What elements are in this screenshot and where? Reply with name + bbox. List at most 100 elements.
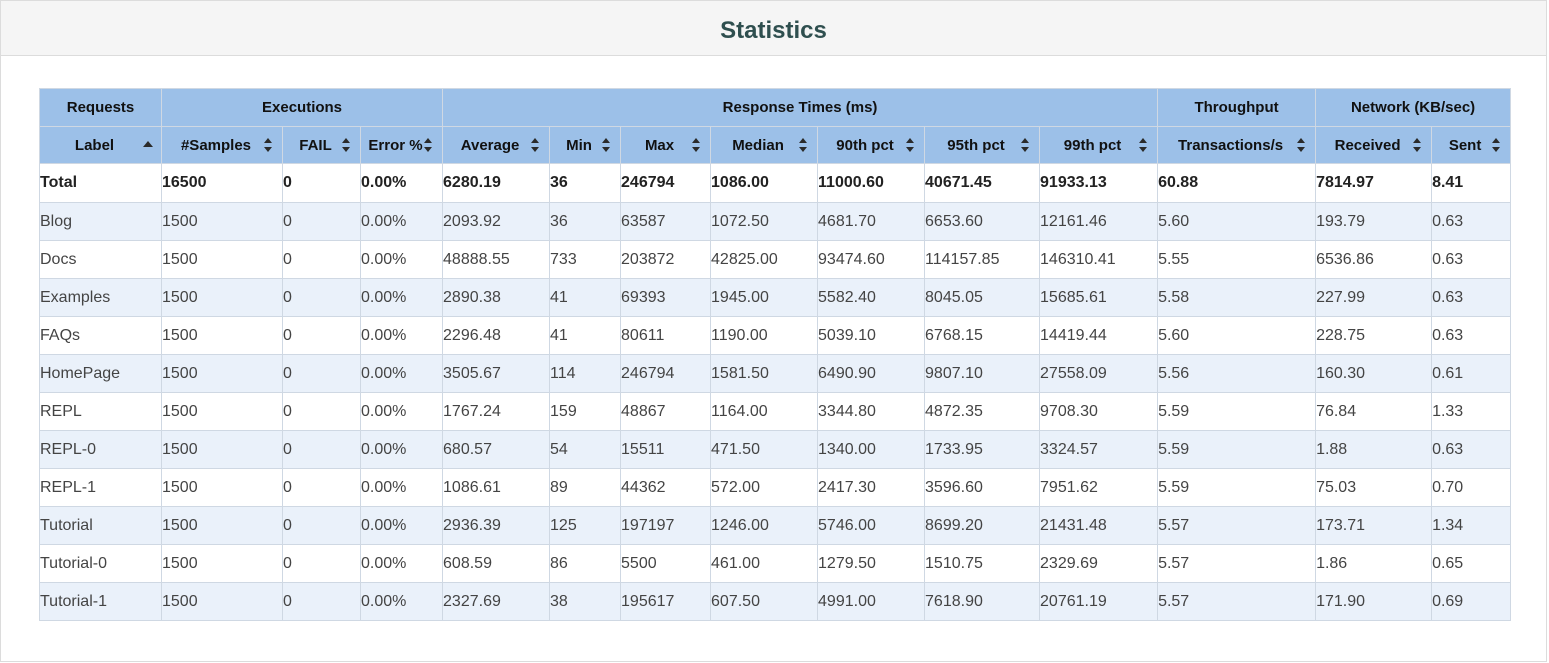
cell-received: 193.79	[1315, 202, 1433, 241]
column-header-transactions-s[interactable]: Transactions/s	[1157, 126, 1317, 164]
cell-max: 197197	[620, 506, 712, 545]
cell-label: REPL-0	[39, 430, 162, 469]
sort-both-icon[interactable]	[799, 138, 808, 152]
cell-median: 1945.00	[710, 278, 819, 317]
cell-transactions-s: 5.57	[1157, 544, 1317, 583]
cell-samples: 1500	[161, 544, 283, 583]
sort-both-icon[interactable]	[906, 138, 915, 152]
cell-sent: 0.69	[1431, 582, 1512, 621]
cell-label: REPL-1	[39, 468, 162, 507]
cell-samples: 1500	[161, 582, 283, 621]
cell-median: 1581.50	[710, 354, 819, 393]
cell-transactions-s: 60.88	[1157, 163, 1317, 203]
table-row: HomePage 1500 0 0.00% 3505.67 114 246794 1581.5…	[39, 354, 1512, 393]
cell-average: 2890.38	[442, 278, 551, 317]
cell-median: 1246.00	[710, 506, 819, 545]
cell-90th-pct: 1279.50	[817, 544, 926, 583]
cell-fail: 0	[282, 392, 361, 431]
cell-average: 608.59	[442, 544, 551, 583]
cell-max: 203872	[620, 240, 712, 279]
column-header-average[interactable]: Average	[442, 126, 551, 164]
cell-label: REPL	[39, 392, 162, 431]
cell-samples: 1500	[161, 506, 283, 545]
column-header-99th-pct[interactable]: 99th pct	[1039, 126, 1159, 164]
sort-both-icon[interactable]	[1413, 138, 1422, 152]
column-header-label: Label	[74, 136, 115, 154]
cell-90th-pct: 93474.60	[817, 240, 926, 279]
column-header-fail[interactable]: FAIL	[282, 126, 361, 164]
column-header-95th-pct[interactable]: 95th pct	[924, 126, 1041, 164]
cell-median: 1190.00	[710, 316, 819, 355]
cell-sent: 8.41	[1431, 163, 1512, 203]
column-header-label[interactable]: Label	[39, 126, 162, 164]
total-row: Total 16500 0 0.00% 6280.19 36 246794 1086.00 11…	[39, 163, 1512, 203]
cell-sent: 0.61	[1431, 354, 1512, 393]
cell-95th-pct: 8699.20	[924, 506, 1041, 545]
sort-both-icon[interactable]	[342, 138, 350, 152]
sort-both-icon[interactable]	[424, 138, 433, 152]
column-header-label: 95th pct	[947, 136, 1005, 154]
group-header-response-times-ms: Response Times (ms)	[442, 88, 1159, 127]
cell-median: 461.00	[710, 544, 819, 583]
sort-both-icon[interactable]	[1139, 138, 1148, 152]
sort-both-icon[interactable]	[531, 138, 540, 152]
cell-fail: 0	[282, 354, 361, 393]
sort-ascending-icon[interactable]	[143, 141, 153, 147]
cell-transactions-s: 5.55	[1157, 240, 1317, 279]
column-header-error[interactable]: Error %	[359, 126, 444, 164]
cell-90th-pct: 5039.10	[817, 316, 926, 355]
sort-both-icon[interactable]	[692, 138, 701, 152]
sort-both-icon[interactable]	[1021, 138, 1030, 152]
column-header-max[interactable]: Max	[620, 126, 712, 164]
cell-samples: 1500	[161, 240, 283, 279]
cell-95th-pct: 7618.90	[924, 582, 1041, 621]
cell-99th-pct: 3324.57	[1039, 430, 1159, 469]
column-header-samples[interactable]: #Samples	[161, 126, 283, 164]
cell-error: 0.00%	[359, 240, 444, 279]
cell-fail: 0	[282, 430, 361, 469]
cell-received: 1.86	[1315, 544, 1433, 583]
statistics-table: Requests Executions Response Times (ms) Thr…	[39, 88, 1512, 621]
cell-min: 38	[549, 582, 622, 621]
cell-received: 76.84	[1315, 392, 1433, 431]
cell-95th-pct: 6768.15	[924, 316, 1041, 355]
sort-both-icon[interactable]	[1492, 138, 1501, 152]
sort-both-icon[interactable]	[264, 138, 272, 152]
cell-sent: 1.33	[1431, 392, 1512, 431]
cell-error: 0.00%	[359, 430, 444, 469]
cell-fail: 0	[282, 240, 361, 279]
cell-samples: 1500	[161, 430, 283, 469]
cell-label: Docs	[39, 240, 162, 279]
cell-samples: 1500	[161, 278, 283, 317]
sort-both-icon[interactable]	[1297, 138, 1306, 152]
cell-99th-pct: 15685.61	[1039, 278, 1159, 317]
cell-label: Tutorial	[39, 506, 162, 545]
cell-90th-pct: 1340.00	[817, 430, 926, 469]
cell-error: 0.00%	[359, 392, 444, 431]
group-header-network-kb-sec: Network (KB/sec)	[1315, 88, 1512, 127]
column-header-received[interactable]: Received	[1315, 126, 1433, 164]
cell-error: 0.00%	[359, 354, 444, 393]
cell-average: 680.57	[442, 430, 551, 469]
group-header-requests: Requests	[39, 88, 162, 127]
sort-both-icon[interactable]	[602, 138, 611, 152]
cell-samples: 1500	[161, 468, 283, 507]
cell-max: 246794	[620, 354, 712, 393]
cell-transactions-s: 5.57	[1157, 582, 1317, 621]
cell-transactions-s: 5.60	[1157, 316, 1317, 355]
cell-label: Total	[39, 163, 162, 203]
cell-error: 0.00%	[359, 278, 444, 317]
column-header-label: Received	[1334, 136, 1401, 154]
column-header-min[interactable]: Min	[549, 126, 622, 164]
cell-label: Examples	[39, 278, 162, 317]
column-header-median[interactable]: Median	[710, 126, 819, 164]
cell-99th-pct: 14419.44	[1039, 316, 1159, 355]
cell-received: 1.88	[1315, 430, 1433, 469]
cell-error: 0.00%	[359, 202, 444, 241]
cell-max: 44362	[620, 468, 712, 507]
cell-sent: 0.63	[1431, 240, 1512, 279]
cell-samples: 1500	[161, 392, 283, 431]
column-header-90th-pct[interactable]: 90th pct	[817, 126, 926, 164]
cell-99th-pct: 91933.13	[1039, 163, 1159, 203]
column-header-sent[interactable]: Sent	[1431, 126, 1512, 164]
